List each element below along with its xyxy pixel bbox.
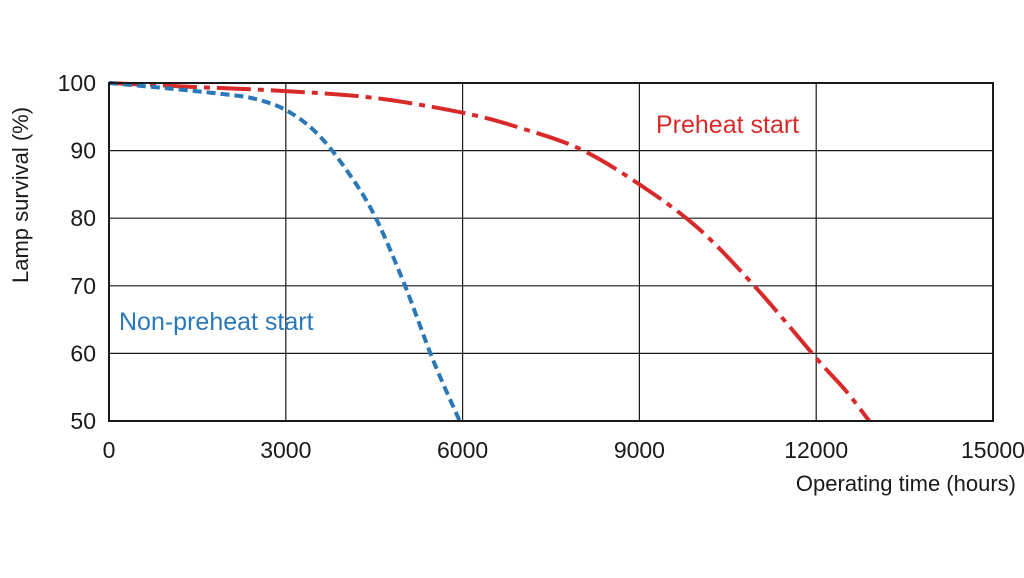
- y-tick-label: 90: [70, 138, 96, 164]
- series-lines: [108, 81, 871, 423]
- x-tick-label: 6000: [437, 437, 488, 463]
- series-line-1: [108, 81, 462, 422]
- x-tick-label: 12000: [784, 437, 848, 463]
- x-tick-label: 3000: [260, 437, 311, 463]
- x-axis-title: Operating time (hours): [796, 471, 1016, 496]
- y-tick-label: 80: [70, 205, 96, 231]
- y-tick-label: 70: [70, 273, 96, 299]
- y-tick-label: 100: [58, 70, 96, 96]
- series-label-1: Non-preheat start: [119, 308, 314, 336]
- x-tick-label: 0: [103, 437, 116, 463]
- plot-frame: [108, 82, 994, 422]
- series-line-0: [108, 81, 871, 423]
- y-tick-labels: 50 60 70 80 90 100: [58, 70, 96, 434]
- x-tick-label: 9000: [614, 437, 665, 463]
- y-tick-label: 50: [70, 408, 96, 434]
- series-labels: Preheat start Non-preheat start: [119, 111, 799, 336]
- y-axis-title: Lamp survival (%): [8, 107, 33, 283]
- x-tick-labels: 0 3000 6000 9000 12000 15000: [103, 437, 1024, 463]
- x-tick-label: 15000: [961, 437, 1024, 463]
- y-tick-label: 60: [70, 340, 96, 366]
- grid-lines: [108, 82, 994, 422]
- series-label-0: Preheat start: [656, 111, 799, 139]
